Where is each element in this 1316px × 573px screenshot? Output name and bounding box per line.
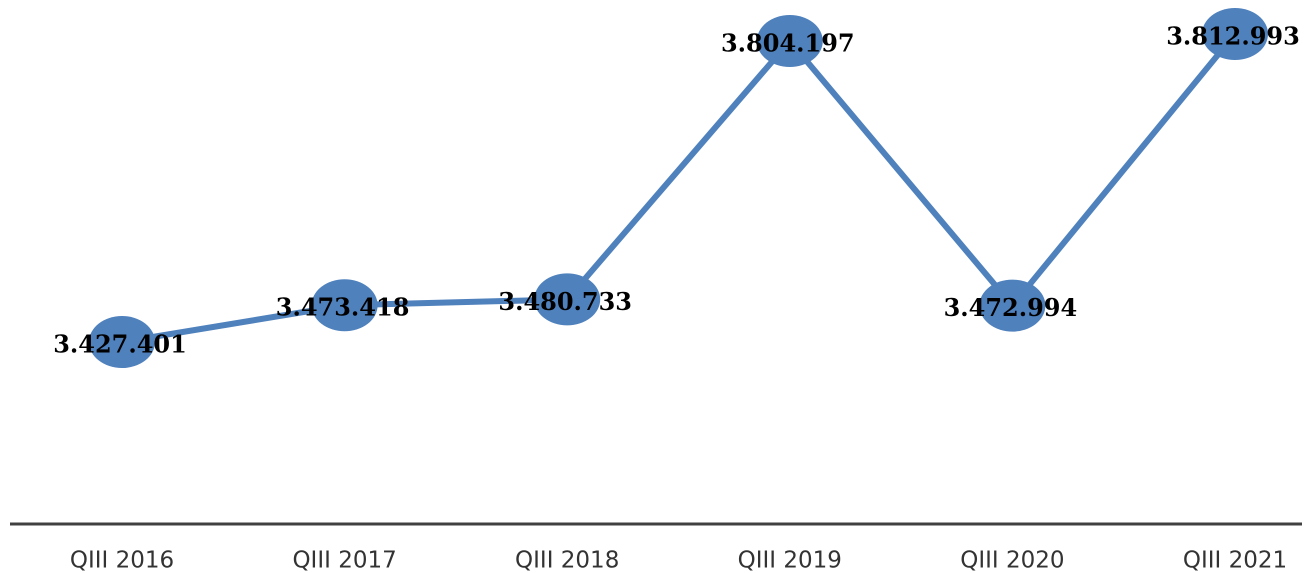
data-label: 3.480.733 [498, 287, 632, 316]
marker [534, 273, 601, 326]
data-label: 3.804.197 [721, 29, 855, 58]
marker [89, 316, 155, 368]
x-tick-label: QIII 2021 [1183, 548, 1287, 573]
data-label: 3.427.401 [53, 330, 187, 359]
marker [311, 279, 378, 332]
x-tick-label: QIII 2019 [738, 548, 842, 573]
x-tick-label: QIII 2018 [515, 548, 619, 573]
x-tick-label: QIII 2017 [292, 548, 396, 573]
marker [1202, 8, 1268, 60]
data-label: 3.473.418 [276, 293, 410, 322]
data-label: 3.472.994 [944, 293, 1078, 322]
x-tick-label: QIII 2020 [960, 548, 1064, 573]
line [121, 32, 1238, 345]
marker [756, 15, 823, 68]
x-tick-label: QIII 2016 [70, 548, 174, 573]
marker [979, 279, 1046, 332]
data-label: 3.812.993 [1166, 22, 1300, 51]
